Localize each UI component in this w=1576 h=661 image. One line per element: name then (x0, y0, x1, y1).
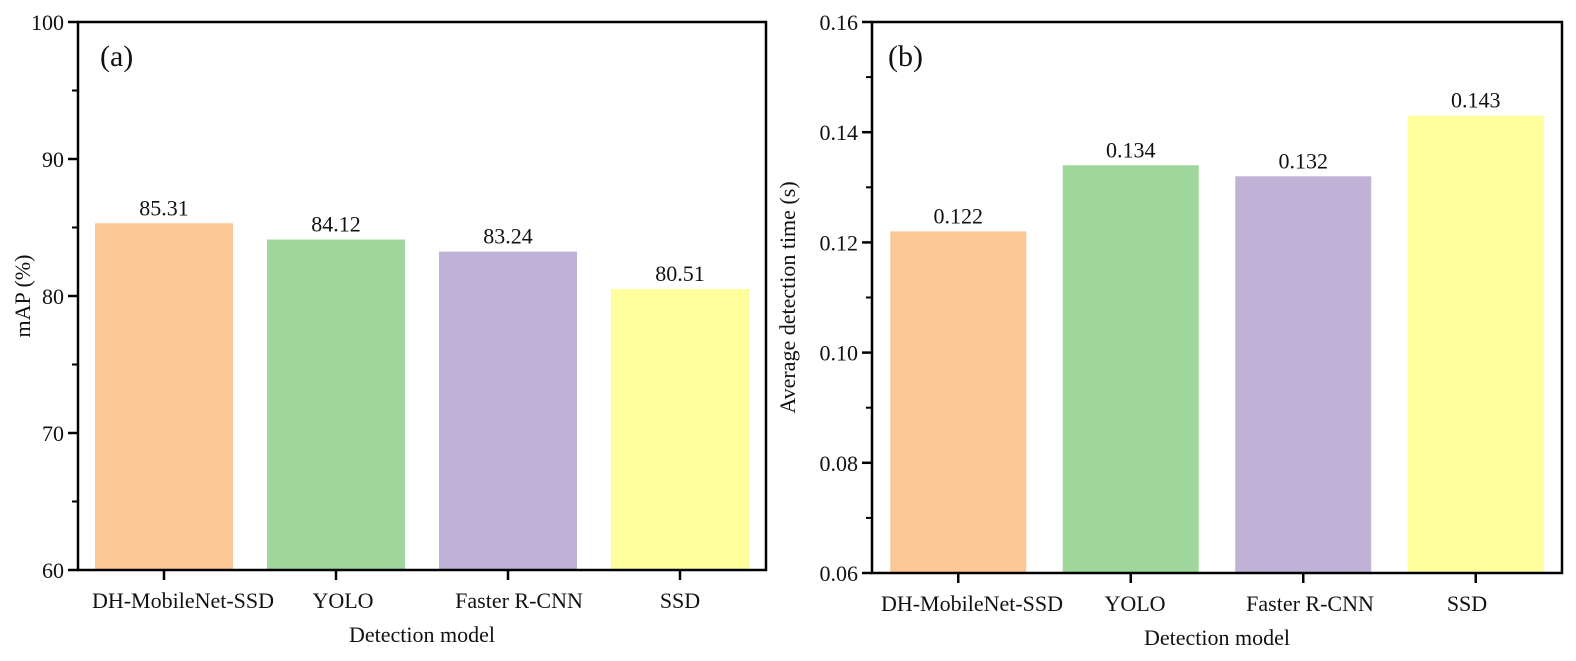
y-tick-label: 0.12 (820, 230, 859, 255)
value-label: 0.143 (1451, 88, 1501, 113)
bar-ssd (1407, 115, 1544, 574)
x-category-label: DH-MobileNet-SSD (92, 588, 274, 613)
y-tick-label: 0.16 (820, 10, 859, 35)
y-tick-label: 70 (42, 421, 64, 446)
x-category-label: YOLO (312, 588, 373, 613)
value-label: 83.24 (483, 224, 533, 249)
y-tick-label: 80 (42, 284, 64, 309)
y-tick-label: 60 (42, 558, 64, 583)
bar-faster-r-cnn (1235, 176, 1372, 573)
y-tick-label: 0.08 (820, 451, 859, 476)
bar-yolo (267, 239, 405, 570)
x-category-label: SSD (1447, 591, 1487, 616)
x-category-label: SSD (660, 588, 700, 613)
value-label: 0.122 (934, 203, 984, 228)
y-tick-label: 90 (42, 147, 64, 172)
x-axis-title: Detection model (1144, 625, 1290, 650)
y-tick-label: 0.14 (820, 120, 859, 145)
y-axis-title: mAP (%) (10, 255, 35, 338)
panel-label: (a) (100, 40, 133, 73)
x-axis-title: Detection model (349, 622, 495, 647)
value-label: 0.134 (1106, 137, 1156, 162)
value-label: 85.31 (139, 195, 189, 220)
bar-yolo (1062, 165, 1199, 573)
y-tick-label: 0.06 (820, 561, 859, 586)
panel-a: 85.31 84.12 83.24 80.51 60 70 80 90 100 DH-Mobile… (10, 10, 768, 647)
x-category-label: DH-MobileNet-SSD (881, 591, 1063, 616)
panel-label: (b) (888, 40, 923, 73)
x-category-label: Faster R-CNN (1246, 591, 1374, 616)
bar-faster-r-cnn (439, 251, 577, 570)
y-axis-title: Average detection time (s) (775, 181, 800, 413)
y-tick-label: 0.10 (820, 341, 859, 366)
value-label: 0.132 (1279, 148, 1329, 173)
value-label: 84.12 (311, 212, 361, 237)
value-label: 80.51 (655, 261, 705, 286)
bar-dh-mobilenet-ssd (95, 223, 233, 571)
x-category-label: Faster R-CNN (455, 588, 583, 613)
bar-dh-mobilenet-ssd (890, 231, 1027, 573)
bar-ssd (611, 289, 749, 570)
x-category-label: YOLO (1104, 591, 1165, 616)
y-tick-label: 100 (31, 10, 64, 35)
panel-b: 0.122 0.134 0.132 0.143 0.06 0.08 0.10 0.12 0.14… (775, 10, 1564, 650)
